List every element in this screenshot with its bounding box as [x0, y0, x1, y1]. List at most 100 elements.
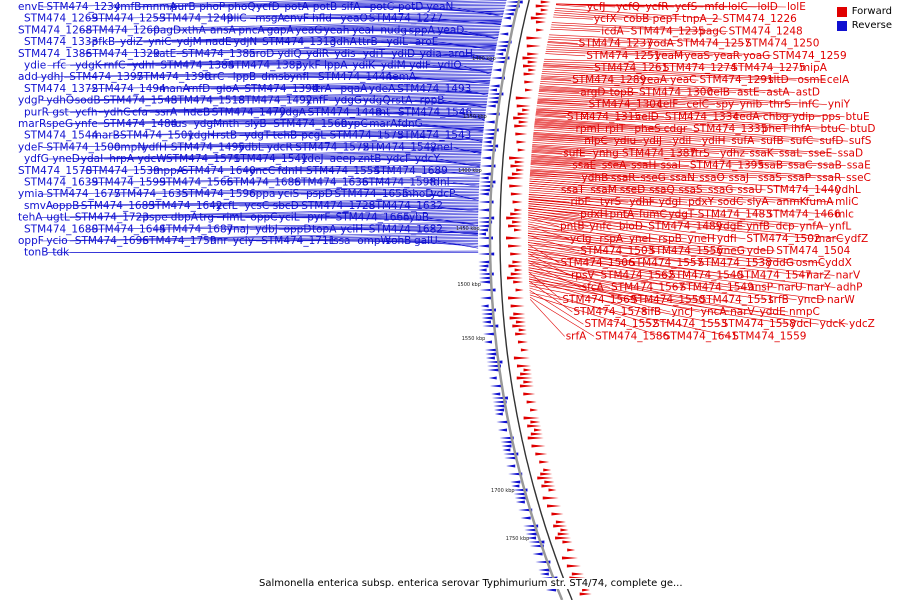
leader-line-reverse — [154, 12, 504, 19]
gene-label-reverse: hfld — [312, 13, 332, 25]
reverse-feature-arrow — [506, 464, 516, 468]
gene-label-reverse: manA — [159, 83, 190, 95]
leader-line-reverse — [329, 100, 488, 102]
gene-label-reverse: add — [18, 71, 38, 83]
gene-label-reverse: pykF — [296, 60, 321, 72]
gene-label-reverse: katE — [153, 48, 176, 60]
leader-line-forward — [533, 129, 701, 142]
gene-label-reverse: zntB — [358, 153, 382, 165]
leader-line-forward — [534, 118, 848, 142]
gene-label-reverse: ompW — [357, 235, 391, 247]
leader-line-reverse — [126, 59, 494, 66]
gene-label-reverse: ydbJ — [255, 223, 278, 235]
gene-label-forward: lolD — [758, 1, 778, 13]
leader-line-forward — [530, 162, 757, 179]
leader-line-forward — [528, 262, 581, 288]
leader-line-reverse — [403, 30, 499, 37]
forward-feature-arrow — [560, 528, 569, 532]
leader-line-forward — [542, 68, 768, 81]
backbone-ring — [499, 0, 573, 600]
gene-label-reverse: STM474_1680 — [24, 223, 98, 235]
gene-label-reverse: pliC — [227, 13, 247, 25]
leader-line-forward — [545, 51, 654, 57]
forward-feature-arrow — [567, 548, 576, 552]
gene-label-forward: STM474_1641 — [664, 330, 738, 342]
leader-line-forward — [540, 81, 737, 93]
leader-line-reverse — [188, 120, 485, 125]
gene-label-reverse: STM474_1541 — [234, 153, 308, 165]
tick-label: 1400 kbp — [472, 56, 496, 62]
reverse-feature-arrow — [478, 244, 490, 248]
reverse-feature-arrow — [479, 188, 492, 192]
gene-label-reverse: STM474_1566 — [159, 177, 233, 189]
gene-label-forward: narU — [778, 282, 803, 294]
leader-line-forward — [547, 44, 743, 57]
gene-label-reverse: STM474_1543 — [397, 130, 471, 142]
leader-line-reverse — [380, 240, 479, 246]
gene-label-forward: ssaS — [758, 172, 782, 184]
tick-label: 1750 kbp — [506, 536, 530, 542]
leader-line-reverse — [108, 140, 483, 148]
gene-label-reverse: STM474_1495 — [171, 141, 245, 153]
leader-line-reverse — [114, 129, 484, 136]
gene-label-reverse: gapA — [267, 24, 295, 36]
leader-line-reverse — [86, 176, 480, 183]
gene-label-reverse: gst — [52, 106, 68, 118]
gene-label-forward: STM474_1291 — [699, 74, 773, 86]
leader-line-reverse — [312, 76, 491, 81]
gene-label-reverse: yciy — [233, 235, 254, 247]
leader-line-reverse — [155, 61, 494, 66]
leader-line-forward — [531, 156, 660, 166]
forward-feature-arrow — [534, 428, 543, 432]
forward-feature-arrow — [513, 356, 530, 360]
leader-line-reverse — [335, 229, 479, 232]
gene-label-forward: ydcZ — [849, 318, 875, 330]
leader-line-reverse — [176, 47, 497, 55]
leader-line-reverse — [324, 135, 483, 140]
gene-label-reverse: ydiR — [306, 48, 329, 60]
leader-line-reverse — [222, 62, 494, 66]
gene-label-reverse: topA — [312, 223, 337, 235]
leader-line-reverse — [182, 83, 490, 90]
gene-label-reverse: tdk — [52, 247, 70, 259]
leader-line-reverse — [137, 0, 475, 8]
gene-label-reverse: yeaO — [340, 13, 367, 25]
gene-label-reverse: potB — [313, 1, 337, 13]
leader-line-reverse — [182, 130, 484, 136]
leader-line-forward — [539, 85, 639, 93]
gene-label-forward: ycfQ — [616, 1, 640, 13]
leader-line-forward — [528, 260, 827, 301]
gene-label-forward: rplT — [605, 123, 626, 135]
leader-line-forward — [555, 4, 586, 8]
legend-forward: Forward — [836, 6, 892, 17]
forward-feature-arrow — [506, 216, 523, 220]
forward-feature-arrow — [523, 72, 536, 76]
gene-label-reverse: ydeJ — [301, 153, 323, 165]
gene-label-forward: ssaB — [817, 160, 842, 172]
gene-label-reverse: STM474_1570 — [18, 165, 92, 177]
gene-label-forward: ssaM — [590, 184, 616, 196]
forward-feature-arrow — [557, 532, 570, 536]
gene-label-reverse: mhoD — [402, 188, 433, 200]
reverse-feature-arrow — [486, 364, 501, 368]
gene-label-reverse: ydiZ — [120, 36, 143, 48]
reverse-feature-arrow — [546, 588, 557, 592]
gene-label-reverse: ydfH — [142, 141, 166, 153]
leader-line-reverse — [210, 203, 479, 207]
leader-line-forward — [545, 53, 586, 57]
leader-line-forward — [530, 164, 728, 179]
gene-label-forward: thrS — [769, 99, 791, 111]
gene-label-forward: celF — [657, 99, 678, 111]
gene-label-reverse: ydcF — [386, 153, 411, 165]
leader-line-forward — [528, 244, 806, 276]
gene-label-forward: pntB — [560, 221, 585, 233]
leader-line-reverse — [194, 1, 507, 8]
leader-line-reverse — [41, 114, 486, 125]
forward-feature-arrow — [515, 288, 524, 292]
gene-label-reverse: sifA — [341, 1, 361, 13]
forward-feature-arrow — [528, 68, 537, 72]
gene-label-forward: ycig — [570, 233, 592, 245]
forward-feature-arrow — [509, 184, 524, 188]
gene-label-reverse: STM474_1384 — [160, 60, 234, 72]
gene-label-reverse: potD — [398, 1, 423, 13]
